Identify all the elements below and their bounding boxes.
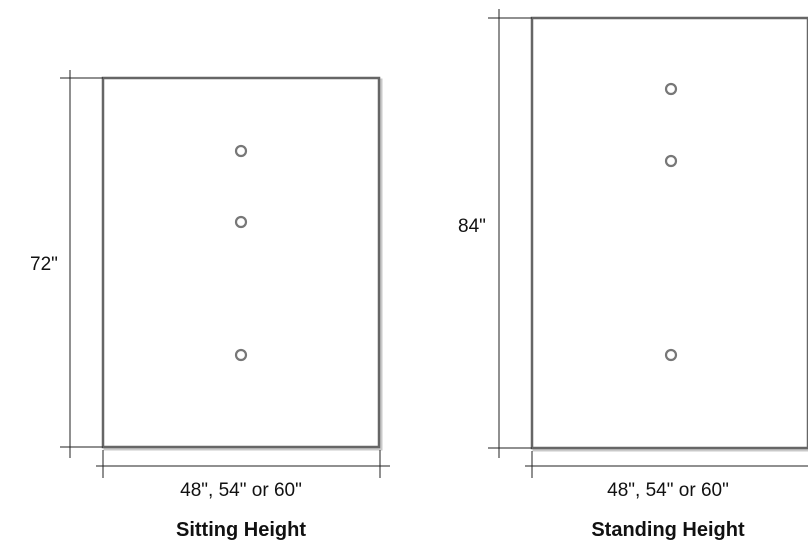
sitting-panel-group: 72" 48", 54" or 60" Sitting Height [30, 70, 390, 541]
sitting-width-label: 48", 54" or 60" [180, 480, 302, 501]
sitting-panel [101, 76, 381, 449]
hole-icon [664, 348, 678, 362]
sitting-caption: Sitting Height [176, 519, 306, 541]
standing-panel-group: 84" 48", 54" or 60" Standing Height [458, 9, 808, 541]
hole-icon [664, 154, 678, 168]
sitting-height-label: 72" [30, 254, 58, 275]
hole-icon [664, 82, 678, 96]
standing-caption: Standing Height [591, 519, 745, 541]
standing-height-label: 84" [458, 216, 486, 237]
standing-panel [530, 16, 808, 450]
hole-icon [234, 348, 248, 362]
standing-width-label: 48", 54" or 60" [607, 480, 729, 501]
hole-icon [234, 215, 248, 229]
hole-icon [234, 144, 248, 158]
